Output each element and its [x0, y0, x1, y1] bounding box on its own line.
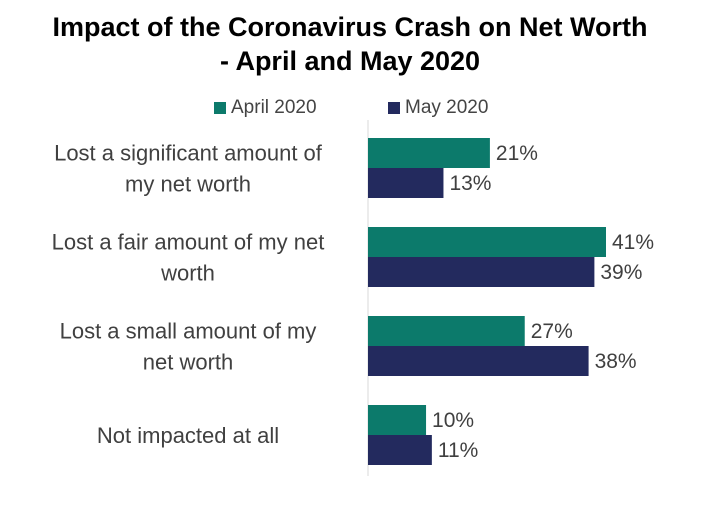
- category-label-2-line-0: Lost a small amount of my: [60, 319, 317, 344]
- bar-may-2020-1: [368, 257, 595, 287]
- chart-title: Impact of the Coronavirus Crash on Net W…: [0, 10, 700, 78]
- legend-swatch-april-2020: [214, 102, 226, 114]
- category-label-3-line-0: Not impacted at all: [97, 423, 279, 448]
- data-label-may-2020-0: 13%: [449, 172, 491, 195]
- category-label-2-line-1: net worth: [143, 350, 234, 375]
- legend-label-april-2020: April 2020: [231, 97, 317, 118]
- bar-april-2020-2: [368, 316, 525, 346]
- bar-may-2020-2: [368, 346, 589, 376]
- chart-title-line-1: Impact of the Coronavirus Crash on Net W…: [52, 12, 648, 42]
- data-label-april-2020-0: 21%: [496, 142, 538, 165]
- category-label-0-line-0: Lost a significant amount of: [54, 141, 323, 166]
- chart-legend: April 2020 May 2020: [0, 97, 717, 121]
- data-label-may-2020-3: 11%: [438, 439, 478, 462]
- bar-april-2020-0: [368, 138, 490, 168]
- data-label-may-2020-2: 38%: [595, 350, 637, 373]
- bar-april-2020-3: [368, 405, 427, 435]
- category-label-0-line-1: my net worth: [125, 172, 251, 197]
- bar-may-2020-3: [368, 435, 432, 465]
- legend-item-may-2020: May 2020: [388, 97, 488, 119]
- data-label-april-2020-1: 41%: [612, 231, 654, 254]
- legend-label-may-2020: May 2020: [405, 97, 489, 118]
- legend-item-april-2020: April 2020: [214, 97, 317, 119]
- category-label-1-line-1: worth: [160, 261, 215, 286]
- bar-may-2020-0: [368, 168, 444, 198]
- legend-swatch-may-2020: [388, 102, 400, 114]
- category-label-1-line-0: Lost a fair amount of my net: [52, 230, 325, 255]
- data-label-april-2020-2: 27%: [531, 320, 573, 343]
- bar-april-2020-1: [368, 227, 606, 257]
- data-label-april-2020-3: 10%: [432, 409, 474, 432]
- chart-title-line-2: - April and May 2020: [219, 46, 481, 76]
- data-label-may-2020-1: 39%: [600, 261, 642, 284]
